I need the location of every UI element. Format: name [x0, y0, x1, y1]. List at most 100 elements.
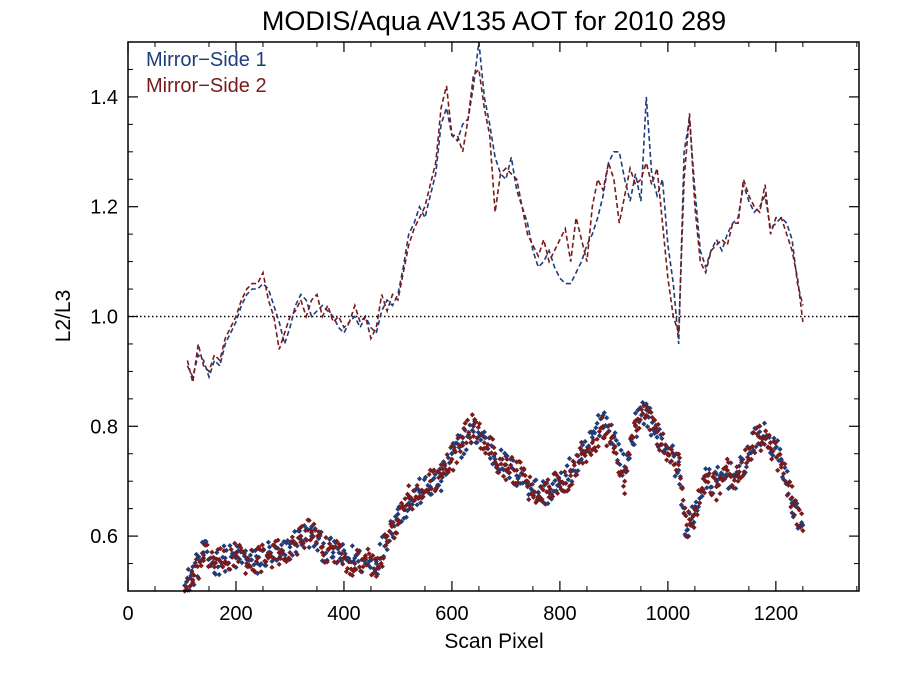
scatter-point: [575, 453, 581, 459]
scatter-point: [458, 454, 465, 461]
scatter-point: [352, 555, 358, 561]
scatter-point: [666, 452, 672, 458]
scatter-point: [461, 425, 467, 432]
scatter-point: [692, 507, 698, 513]
scatter-point: [462, 420, 468, 426]
scatter-point: [797, 524, 804, 530]
scatter-point: [619, 469, 625, 475]
scatter-point: [559, 479, 565, 485]
scatter-point: [390, 519, 396, 525]
scatter-point: [683, 513, 689, 519]
scatter-point: [481, 440, 487, 446]
scatter-point: [652, 417, 658, 423]
scatter-point: [722, 474, 728, 481]
scatter-point: [326, 536, 333, 543]
scatter-point: [319, 549, 325, 556]
scatter-point: [488, 450, 495, 456]
scatter-point: [502, 462, 508, 468]
scatter-point: [342, 551, 348, 557]
scatter-point: [713, 497, 720, 503]
scatter-point: [690, 513, 696, 520]
scatter-point: [706, 470, 712, 477]
scatter-point: [765, 445, 771, 451]
scatter-point: [594, 436, 600, 442]
scatter-point: [779, 460, 786, 466]
scatter-point: [455, 435, 461, 441]
scatter-point: [247, 564, 253, 570]
scatter-point: [676, 455, 683, 461]
scatter-point: [742, 447, 748, 453]
scatter-point: [298, 533, 304, 539]
scatter-point: [335, 558, 341, 565]
scatter-point: [247, 552, 253, 558]
chart-title: MODIS/Aqua AV135 AOT for 2010 289: [262, 6, 726, 36]
scatter-point: [735, 478, 741, 484]
scatter-point: [383, 542, 389, 548]
scatter-point: [527, 474, 533, 480]
scatter-point: [449, 443, 455, 449]
scatter-point: [648, 409, 654, 416]
scatter-point: [460, 442, 466, 448]
scatter-point: [552, 470, 558, 476]
scatter-point: [571, 462, 577, 468]
scatter-point: [463, 440, 469, 446]
scatter-point: [703, 466, 709, 472]
scatter-point: [287, 544, 293, 550]
scatter-point: [629, 439, 635, 445]
scatter-point: [330, 549, 336, 556]
scatter-point: [239, 560, 245, 566]
scatter-point: [430, 468, 436, 475]
scatter-point: [586, 445, 592, 451]
scatter-point: [301, 523, 307, 529]
scatter-point: [218, 560, 225, 566]
scatter-point: [310, 534, 316, 540]
scatter-point: [414, 482, 420, 489]
scatter-point: [630, 434, 636, 441]
scatter-point: [284, 537, 291, 544]
scatter-point: [504, 453, 510, 459]
scatter-point: [302, 527, 309, 534]
scatter-point: [685, 509, 692, 515]
scatter-point: [743, 464, 750, 470]
scatter-point: [557, 478, 563, 484]
scatter-point: [593, 448, 599, 454]
scatter-point: [200, 555, 207, 561]
scatter-point: [626, 455, 633, 462]
scatter-point: [656, 447, 663, 453]
scatter-point: [394, 530, 400, 536]
scatter-point: [283, 558, 289, 565]
scatter-point: [699, 485, 705, 491]
scatter-point: [490, 461, 496, 467]
scatter-point: [641, 421, 647, 427]
scatter-point: [330, 554, 336, 560]
scatter-point: [647, 427, 653, 433]
scatter-point: [474, 435, 480, 441]
scatter-point: [647, 405, 653, 411]
scatter-point: [734, 469, 740, 475]
scatter-point: [222, 555, 228, 561]
scatter-point: [648, 432, 654, 438]
scatter-point: [235, 548, 241, 554]
scatter-point: [616, 441, 622, 447]
scatter-point: [719, 477, 726, 484]
scatter-point: [356, 564, 363, 570]
scatter-point: [709, 484, 715, 490]
scatter-point: [757, 429, 763, 435]
scatter-point: [608, 435, 615, 441]
scatter-point: [389, 523, 395, 530]
scatter-point: [607, 439, 613, 445]
scatter-point: [311, 543, 317, 550]
scatter-point: [574, 472, 580, 478]
scatter-point: [354, 552, 360, 558]
scatter-point: [276, 549, 282, 556]
scatter-point: [528, 491, 534, 497]
scatter-point: [348, 559, 354, 565]
scatter-point: [280, 550, 286, 556]
scatter-point: [444, 452, 450, 458]
scatter-point: [553, 472, 559, 478]
scatter-point: [216, 572, 222, 578]
scatter-point: [323, 534, 329, 541]
scatter-point: [503, 477, 509, 483]
scatter-point: [292, 528, 298, 535]
